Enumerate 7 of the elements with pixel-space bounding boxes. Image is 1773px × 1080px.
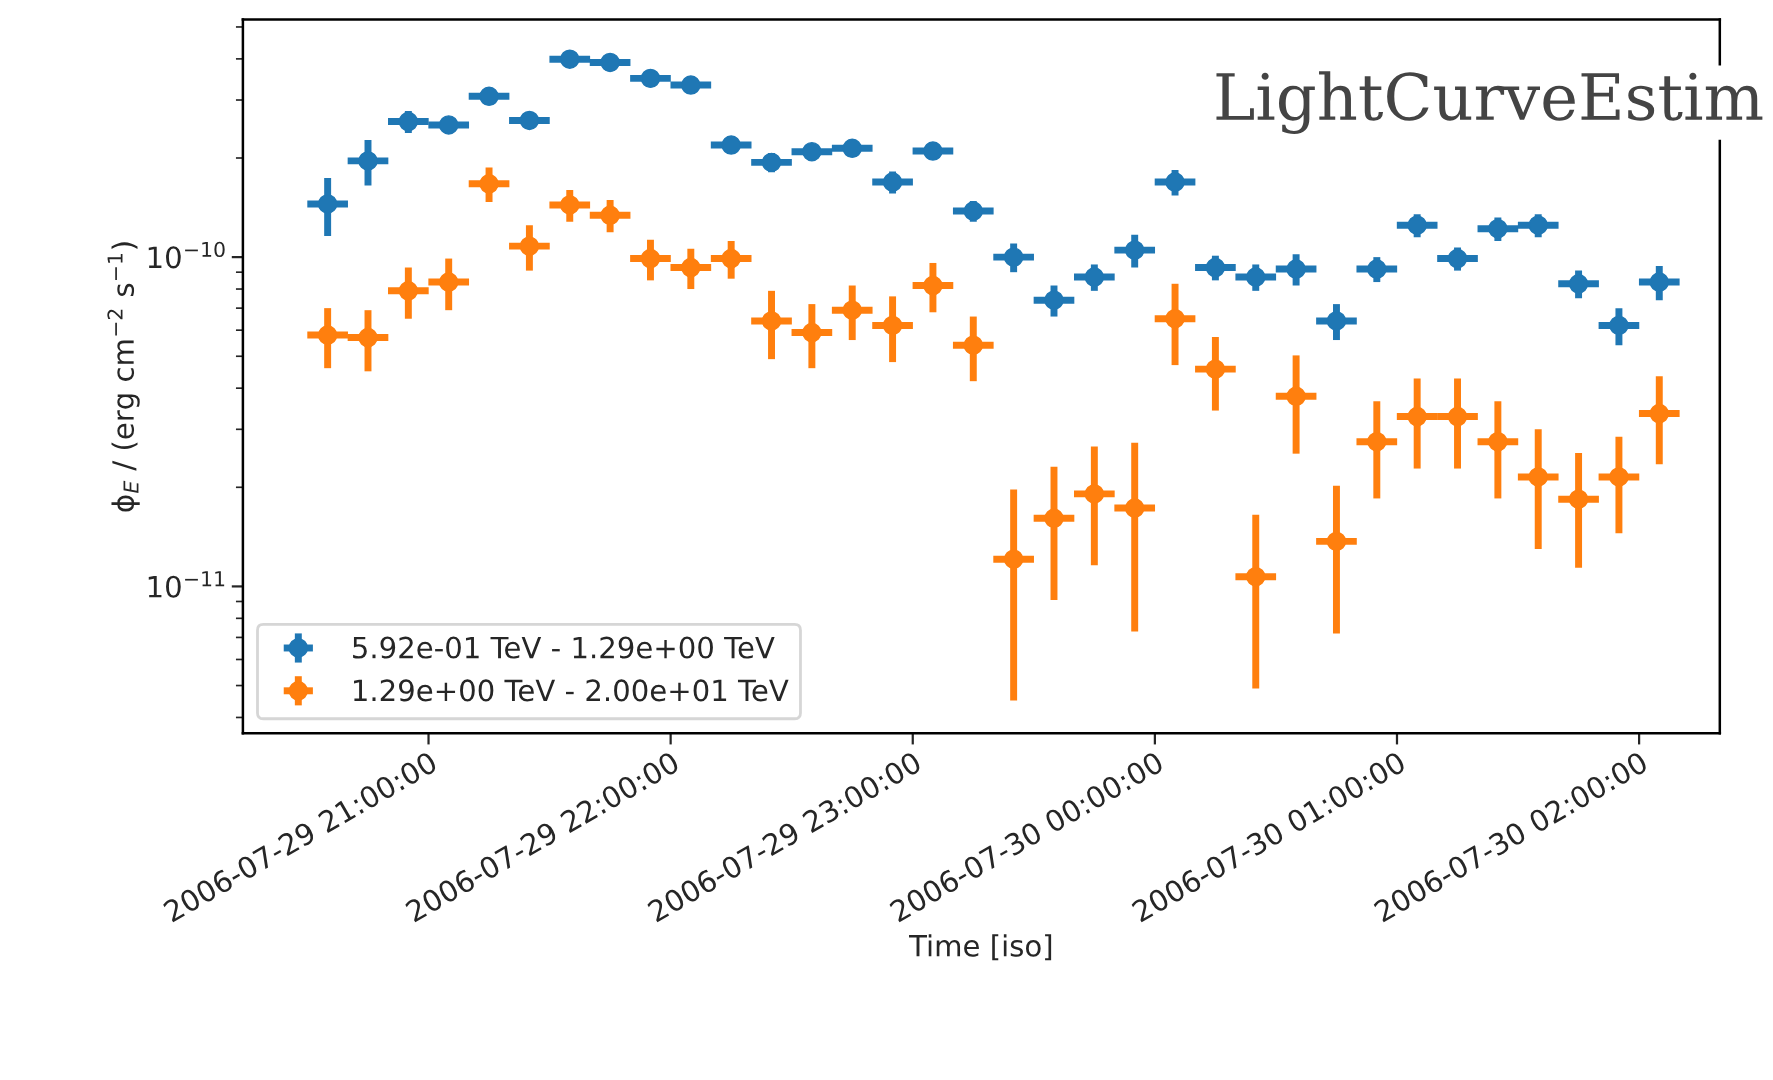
y-tick-label: 10$^{−11}$ bbox=[148, 571, 225, 598]
legend-label: 1.29e+00 TeV - 2.00e+01 TeV bbox=[354, 679, 789, 702]
x-axis-title: Time [iso] bbox=[909, 934, 1052, 961]
legend-label: 5.92e-01 TeV - 1.29e+00 TeV bbox=[353, 636, 775, 659]
y-tick-label: 10$^{−10}$ bbox=[148, 241, 225, 269]
annotation: LightCurveEstim bbox=[1216, 71, 1763, 134]
y-axis-title: ϕ$_{E}$ / (erg cm$^{−2}$ s$^{−1}$) bbox=[107, 242, 140, 512]
